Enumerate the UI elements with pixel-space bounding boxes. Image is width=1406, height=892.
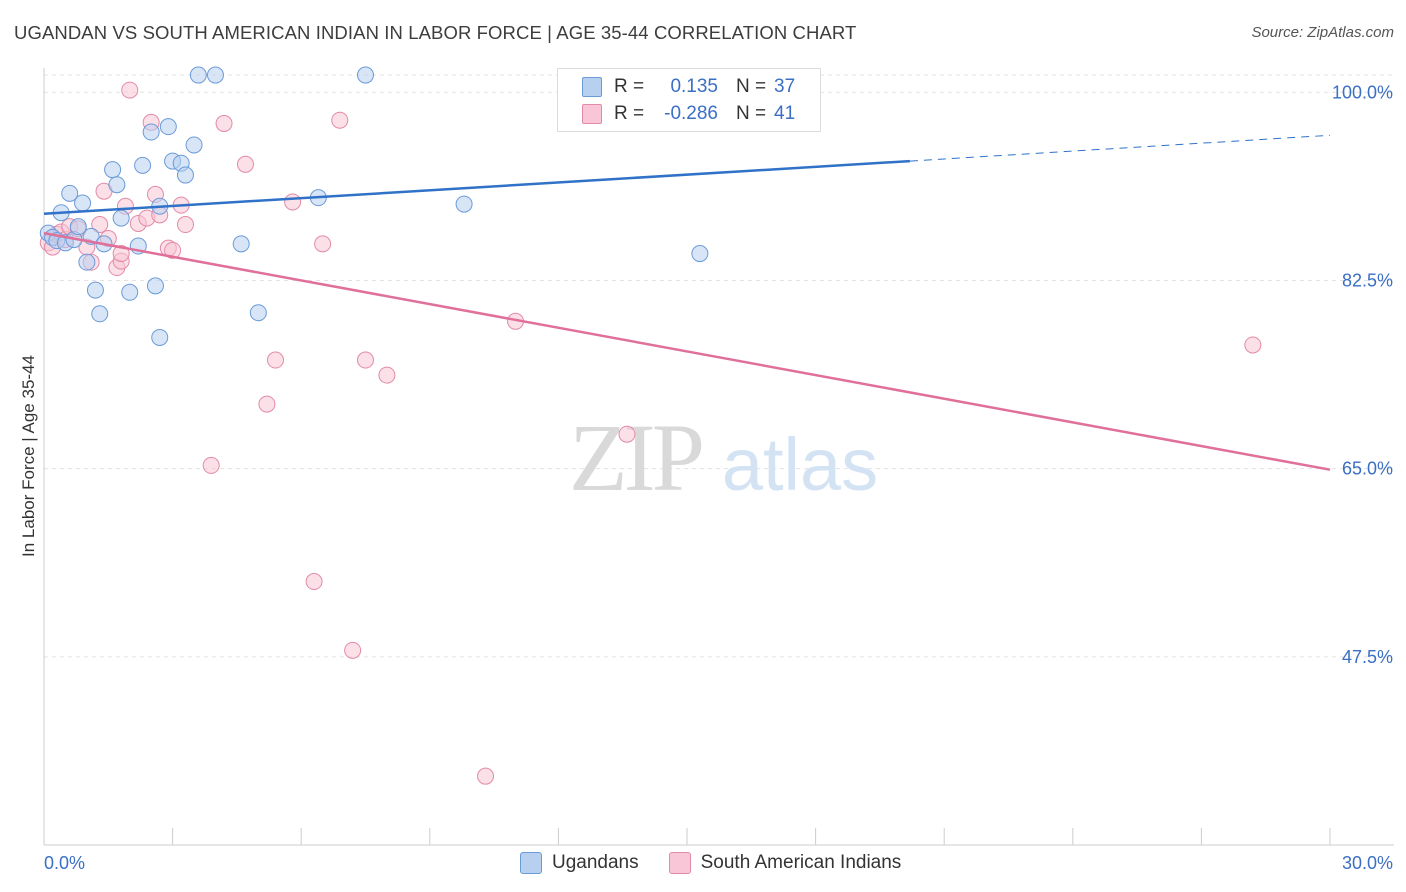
data-point-south-american-indians [357, 351, 374, 369]
data-point-ugandans [142, 123, 160, 141]
data-point-ugandans [146, 277, 164, 295]
tick-labels: 47.5% 65.0% 82.5% 100.0% 0.0% 30.0% [44, 82, 1393, 873]
data-point-ugandans [86, 281, 104, 299]
legend-r-label: R = [614, 76, 645, 97]
data-point-south-american-indians [305, 573, 323, 591]
legend-r-value: -0.286 [664, 103, 718, 124]
trend-line-south-american-indians [43, 231, 1331, 471]
data-point-ugandans [121, 283, 139, 301]
data-point-ugandans [159, 118, 177, 136]
legend-n-label: N = [736, 103, 767, 124]
series-legend: Ugandans South American Indians [520, 852, 931, 874]
y-tick-label: 47.5% [1342, 647, 1393, 667]
data-point-south-american-indians [121, 81, 139, 99]
legend-item-ugandans[interactable]: Ugandans [520, 852, 639, 874]
data-point-south-american-indians [1244, 336, 1262, 354]
data-point-south-american-indians [284, 193, 302, 211]
data-point-ugandans [78, 253, 96, 271]
data-point-south-american-indians [164, 241, 182, 259]
legend-n-value: 37 [774, 76, 796, 97]
source-label: Source: ZipAtlas.com [1251, 24, 1394, 41]
data-point-ugandans [69, 218, 87, 236]
data-point-south-american-indians [266, 351, 284, 369]
x-tick-label: 30.0% [1342, 853, 1393, 873]
legend-swatch-ugandans [520, 852, 542, 874]
data-point-south-american-indians [344, 641, 362, 659]
legend-row-south-american-indians: R = -0.286 N = 41 [582, 101, 795, 127]
data-point-ugandans [206, 66, 224, 84]
data-point-ugandans [151, 328, 169, 346]
legend-swatch-pink [582, 104, 602, 124]
data-point-south-american-indians [378, 366, 396, 384]
axes [43, 68, 1394, 846]
trend-line-ugandans-extension [909, 134, 1331, 162]
data-point-ugandans [74, 194, 92, 212]
legend-label-ugandans: Ugandans [552, 852, 639, 873]
data-point-ugandans [108, 176, 126, 194]
data-point-ugandans [91, 305, 109, 323]
data-point-ugandans [61, 184, 79, 202]
data-point-south-american-indians [202, 456, 220, 474]
data-point-ugandans [691, 245, 709, 263]
trend-line-ugandans [43, 159, 910, 216]
data-point-south-american-indians [331, 111, 349, 129]
y-tick-label: 100.0% [1332, 82, 1393, 102]
legend-r-value: 0.135 [670, 76, 718, 97]
legend-swatch-south-american-indians [668, 852, 691, 874]
watermark-zip: ZIP [569, 404, 702, 511]
watermark-atlas: atlas [722, 423, 878, 506]
chart-title: UGANDAN VS SOUTH AMERICAN INDIAN IN LABO… [14, 22, 857, 43]
data-point-south-american-indians [215, 114, 233, 132]
data-point-ugandans [232, 235, 250, 253]
data-point-south-american-indians [236, 155, 254, 173]
trend-lines [43, 134, 1331, 471]
legend-label-south-american-indians: South American Indians [700, 852, 902, 873]
data-point-south-american-indians [258, 395, 276, 413]
data-point-ugandans [189, 66, 207, 84]
x-tick-label: 0.0% [44, 853, 85, 873]
series-ugandans [39, 66, 709, 346]
legend-n-value: 41 [774, 103, 796, 124]
data-point-ugandans [176, 166, 194, 184]
data-point-south-american-indians [176, 216, 194, 234]
legend-n-label: N = [736, 76, 767, 97]
data-point-ugandans [134, 156, 152, 174]
legend-row-ugandans: R = 0.135 N = 37 [582, 74, 795, 100]
data-point-south-american-indians [618, 425, 636, 443]
legend-swatch-blue [582, 77, 602, 97]
data-point-south-american-indians [91, 216, 109, 234]
data-point-ugandans [104, 161, 122, 179]
legend-r-label: R = [614, 103, 645, 124]
y-axis-label: In Labor Force | Age 35-44 [19, 355, 38, 557]
data-point-ugandans [112, 209, 130, 227]
data-point-ugandans [357, 66, 374, 84]
data-point-south-american-indians [477, 767, 495, 785]
watermark: ZIP atlas [569, 404, 878, 511]
data-point-ugandans [249, 304, 267, 322]
y-tick-label: 82.5% [1342, 270, 1393, 290]
correlation-legend: R = 0.135 N = 37 R = -0.286 N = 41 [557, 68, 821, 132]
data-point-ugandans [455, 195, 473, 213]
data-point-south-american-indians [112, 245, 130, 263]
y-tick-label: 65.0% [1342, 459, 1393, 479]
legend-item-south-american-indians[interactable]: South American Indians [668, 852, 902, 874]
data-point-south-american-indians [314, 235, 332, 253]
data-point-ugandans [185, 136, 203, 154]
